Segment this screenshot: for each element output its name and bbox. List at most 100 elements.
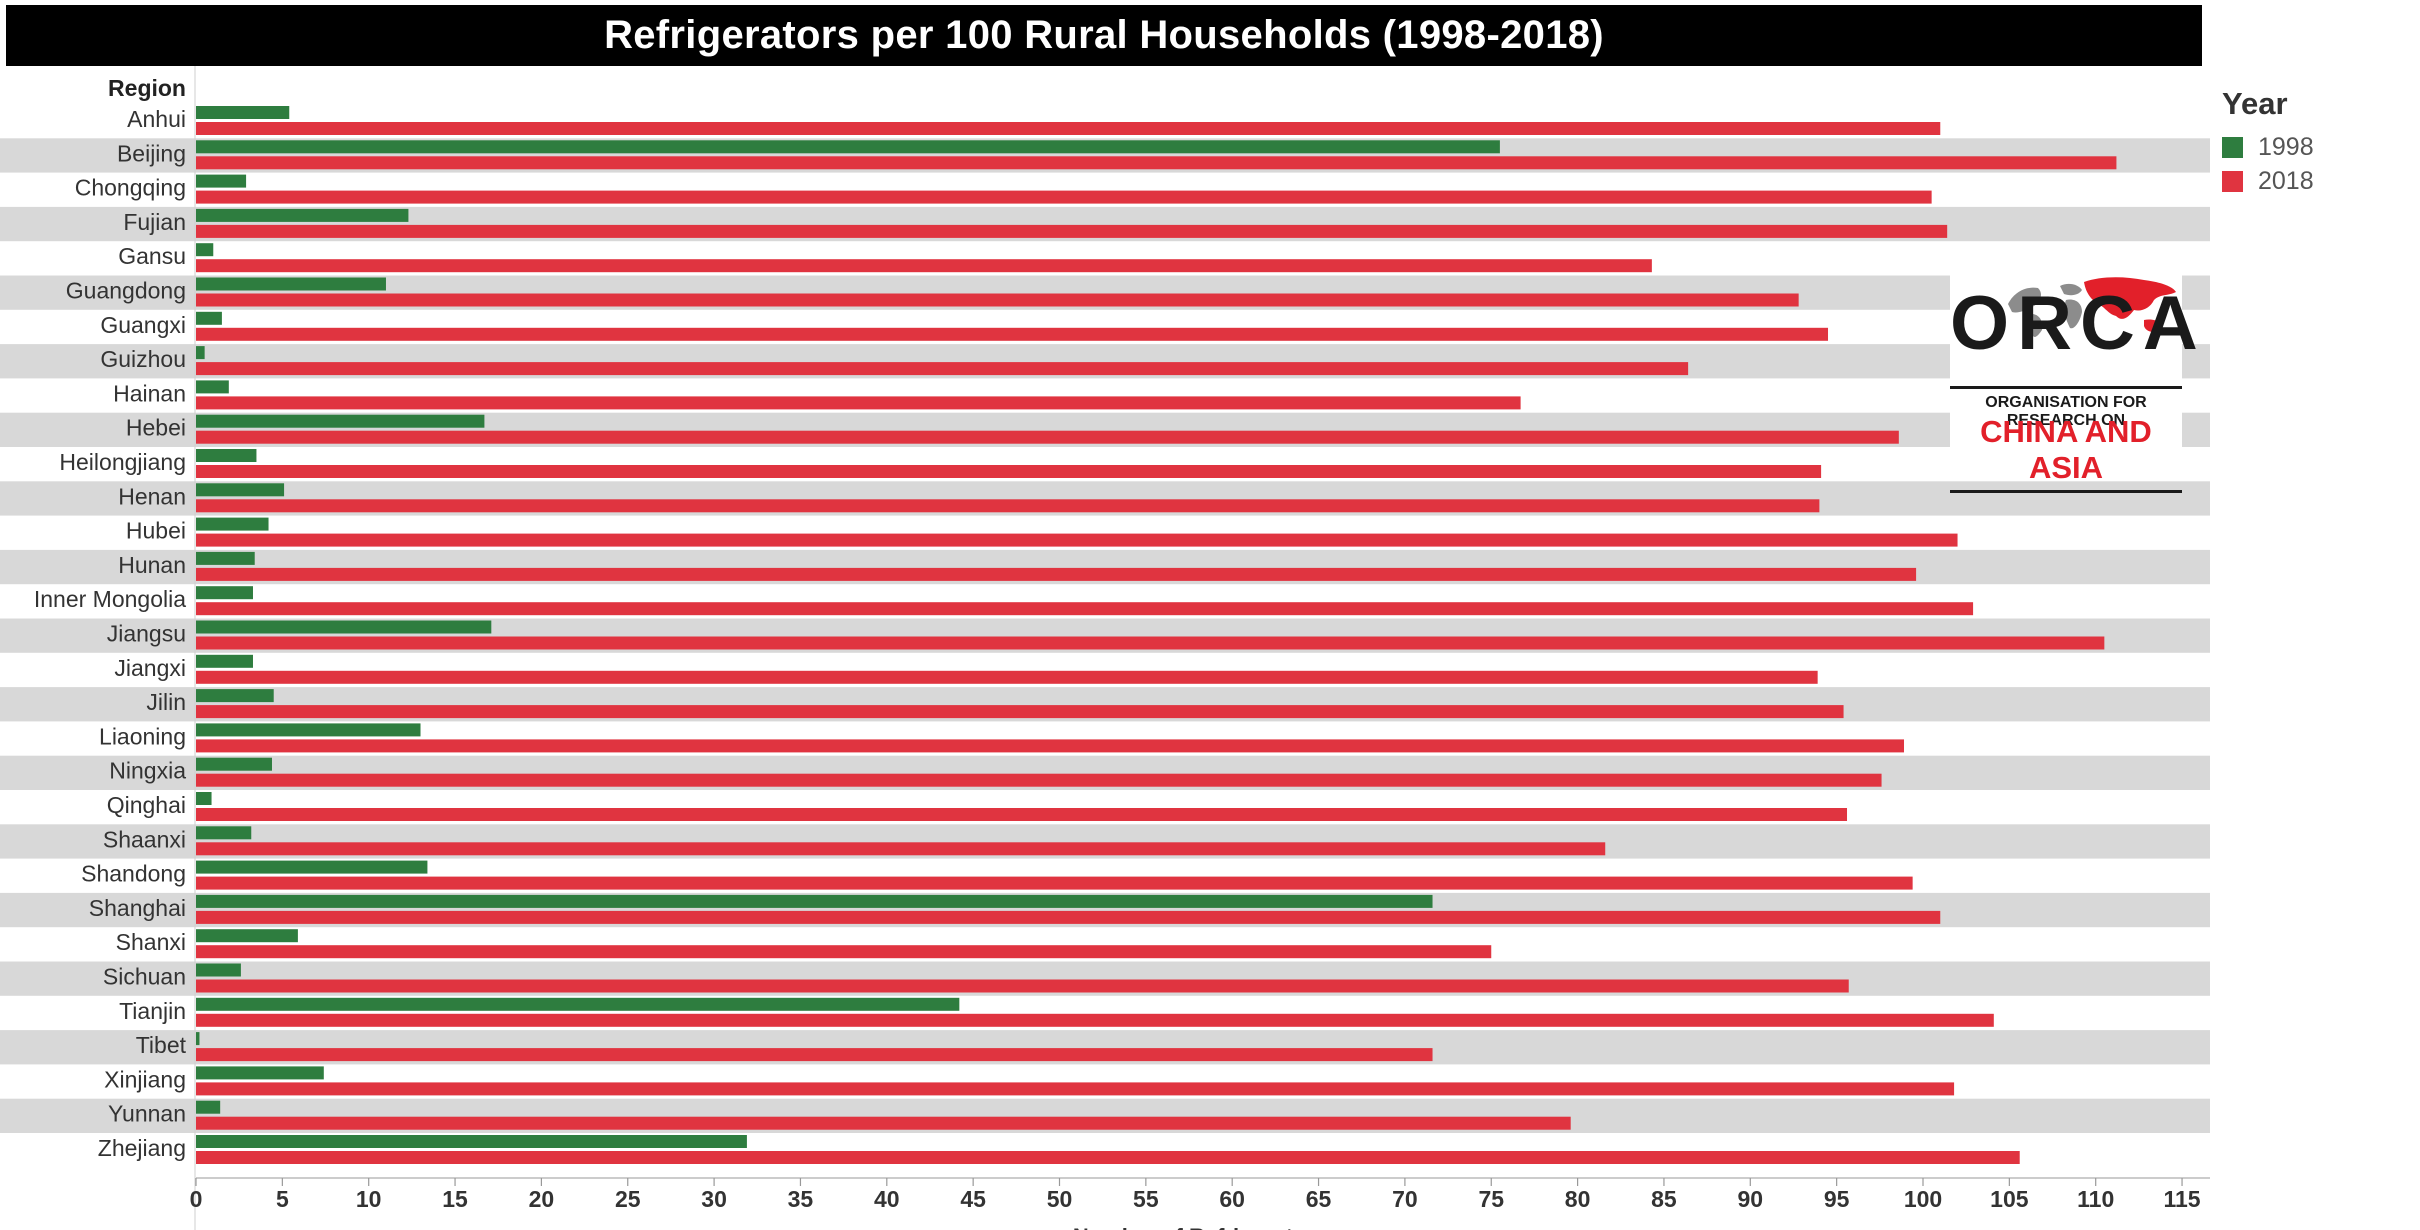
x-tick-label: 110	[2077, 1186, 2114, 1212]
bar-1998[interactable]	[196, 1066, 324, 1080]
logo-tagline-1: ORGANISATION FOR RESEARCH ON	[1950, 386, 2182, 430]
bar-1998[interactable]	[196, 792, 212, 805]
bar-1998[interactable]	[196, 517, 269, 531]
x-axis-label: Number of Refrigerators	[1073, 1224, 1327, 1230]
bar-2018[interactable]	[196, 465, 1822, 478]
bar-1998[interactable]	[196, 311, 222, 325]
region-label: Hainan	[113, 380, 186, 406]
bar-2018[interactable]	[196, 979, 1849, 993]
legend-item-1998[interactable]: 1998	[2222, 130, 2402, 164]
bar-1998[interactable]	[196, 277, 386, 291]
region-label: Sichuan	[103, 964, 186, 990]
region-label: Shanxi	[116, 929, 186, 955]
legend-label-2018: 2018	[2258, 166, 2314, 195]
bar-1998[interactable]	[196, 997, 960, 1011]
bar-2018[interactable]	[196, 910, 1941, 924]
region-label: Gansu	[118, 243, 186, 269]
legend-title: Year	[2222, 86, 2288, 121]
bar-2018[interactable]	[196, 670, 1818, 684]
x-tick-label: 40	[874, 1186, 900, 1212]
bar-1998[interactable]	[196, 346, 205, 360]
bar-1998[interactable]	[196, 106, 290, 119]
bar-1998[interactable]	[196, 483, 285, 497]
bar-2018[interactable]	[196, 1151, 2020, 1164]
bar-2018[interactable]	[196, 945, 1492, 959]
region-label: Guangdong	[66, 278, 186, 304]
bar-1998[interactable]	[196, 826, 252, 840]
bar-2018[interactable]	[196, 1013, 1994, 1027]
bar-2018[interactable]	[196, 293, 1799, 307]
bar-1998[interactable]	[196, 894, 1433, 908]
bar-1998[interactable]	[196, 243, 214, 257]
bar-2018[interactable]	[196, 1116, 1571, 1130]
bar-2018[interactable]	[196, 1048, 1433, 1062]
x-tick-label: 10	[356, 1186, 382, 1212]
x-tick-label: 0	[190, 1186, 203, 1212]
bar-2018[interactable]	[196, 430, 1899, 444]
bar-2018[interactable]	[196, 190, 1932, 204]
bar-1998[interactable]	[196, 551, 255, 565]
bar-2018[interactable]	[196, 705, 1844, 719]
region-label: Jilin	[146, 689, 186, 715]
chart-title: Refrigerators per 100 Rural Households (…	[6, 5, 2202, 66]
bar-1998[interactable]	[196, 929, 298, 943]
bar-2018[interactable]	[196, 499, 1820, 513]
bar-2018[interactable]	[196, 636, 2105, 650]
legend-label-1998: 1998	[2258, 132, 2314, 161]
bar-1998[interactable]	[196, 689, 274, 703]
legend: Year 1998 2018	[2222, 86, 2402, 198]
bar-2018[interactable]	[196, 567, 1917, 581]
bar-1998[interactable]	[196, 380, 229, 394]
bar-1998[interactable]	[196, 963, 241, 977]
bar-2018[interactable]	[196, 156, 2117, 170]
orca-logo: ORCA ORGANISATION FOR RESEARCH ON CHINA …	[1950, 272, 2198, 493]
row-header: Region	[108, 75, 186, 101]
bar-2018[interactable]	[196, 773, 1882, 787]
region-label: Tianjin	[119, 998, 186, 1024]
bar-2018[interactable]	[196, 842, 1606, 856]
bar-1998[interactable]	[196, 414, 485, 428]
bar-2018[interactable]	[196, 602, 1974, 616]
bar-1998[interactable]	[196, 723, 421, 737]
bar-1998[interactable]	[196, 1135, 747, 1148]
bar-2018[interactable]	[196, 876, 1913, 890]
region-label: Tibet	[136, 1032, 187, 1058]
x-tick-label: 90	[1738, 1186, 1764, 1212]
region-label: Shanghai	[89, 895, 186, 921]
bar-2018[interactable]	[196, 533, 1958, 547]
bar-1998[interactable]	[196, 208, 409, 222]
world-map-icon	[2008, 277, 2176, 337]
bar-1998[interactable]	[196, 586, 253, 600]
bar-2018[interactable]	[196, 808, 1848, 821]
bar-chart: Region Anhui Beijing Chongqing Fujian Gansu Gu…	[0, 66, 2210, 1230]
region-label: Inner Mongolia	[34, 586, 186, 612]
region-label: Hunan	[118, 552, 186, 578]
x-tick-label: 95	[1824, 1186, 1850, 1212]
bar-1998[interactable]	[196, 174, 247, 188]
bar-2018[interactable]	[196, 224, 1948, 238]
bar-1998[interactable]	[196, 654, 253, 668]
bar-2018[interactable]	[196, 259, 1652, 273]
region-label: Xinjiang	[104, 1066, 186, 1092]
bar-2018[interactable]	[196, 739, 1905, 753]
region-label: Liaoning	[99, 723, 186, 749]
x-tick-label: 85	[1651, 1186, 1677, 1212]
x-tick-label: 105	[1990, 1186, 2029, 1212]
bar-1998[interactable]	[196, 620, 492, 634]
bar-1998[interactable]	[196, 860, 428, 874]
bar-2018[interactable]	[196, 362, 1689, 376]
bar-1998[interactable]	[196, 757, 272, 771]
bar-2018[interactable]	[196, 396, 1521, 410]
region-label: Fujian	[123, 209, 186, 235]
bar-2018[interactable]	[196, 327, 1829, 341]
bar-1998[interactable]	[196, 1100, 221, 1114]
bar-2018[interactable]	[196, 122, 1941, 135]
region-label: Yunnan	[108, 1101, 186, 1127]
legend-item-2018[interactable]: 2018	[2222, 164, 2402, 198]
bar-1998[interactable]	[196, 1032, 200, 1046]
bar-2018[interactable]	[196, 1082, 1955, 1096]
bar-1998[interactable]	[196, 449, 257, 462]
region-label: Shaanxi	[103, 826, 186, 852]
bar-1998[interactable]	[196, 140, 1500, 154]
x-tick-label: 80	[1565, 1186, 1591, 1212]
